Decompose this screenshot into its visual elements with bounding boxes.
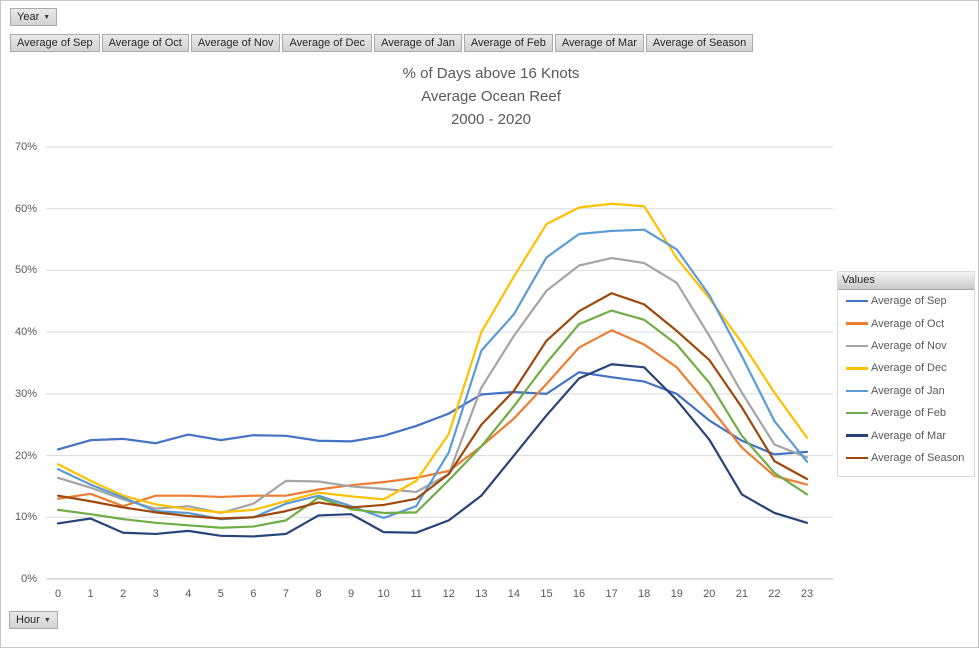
x-tick-11: 11	[410, 588, 422, 600]
legend-label: Average of Oct	[871, 317, 945, 330]
x-tick-1: 1	[87, 588, 94, 600]
y-tick-60%: 60%	[14, 202, 37, 215]
x-tick-10: 10	[377, 588, 390, 600]
legend-line-marker	[846, 367, 868, 370]
legend-label: Average of Season	[871, 451, 965, 464]
legend-item-average-of-mar: Average of Mar	[838, 424, 974, 446]
year-filter-label: Year	[17, 11, 40, 23]
y-tick-30%: 30%	[14, 387, 37, 400]
legend-label: Average of Mar	[871, 429, 947, 442]
legend: Values Average of Sep Average of Oct Avera…	[837, 271, 975, 477]
x-tick-3: 3	[152, 588, 159, 600]
legend-item-average-of-oct: Average of Oct	[838, 312, 974, 334]
series-line-average-of-sep	[56, 371, 809, 456]
x-tick-14: 14	[507, 588, 521, 600]
legend-label: Average of Jan	[871, 384, 945, 397]
x-tick-8: 8	[315, 588, 322, 600]
series-line-average-of-oct	[56, 329, 809, 508]
dropdown-arrow-icon: ▼	[43, 13, 51, 21]
chart-title-line-3: 2000 - 2020	[450, 111, 532, 128]
x-tick-23: 23	[800, 588, 814, 600]
x-tick-20: 20	[703, 588, 716, 600]
legend-line-marker	[846, 299, 868, 303]
chart-title-line-2: Average Ocean Reef	[421, 88, 561, 105]
legend-line-marker	[846, 344, 868, 348]
hour-filter-button[interactable]: Hour ▼	[9, 611, 58, 629]
y-tick-40%: 40%	[14, 326, 37, 339]
x-tick-22: 22	[768, 588, 781, 600]
legend-label: Average of Nov	[871, 339, 947, 352]
field-button-average-of-season[interactable]: Average of Season	[645, 34, 754, 52]
legend-items: Average of Sep Average of Oct Average of N…	[838, 290, 974, 469]
legend-item-average-of-sep: Average of Sep	[838, 290, 974, 312]
chart-title-line-1: % of Days above 16 Knots	[402, 65, 580, 82]
x-tick-2: 2	[120, 588, 127, 600]
x-tick-16: 16	[572, 588, 586, 600]
legend-line-marker	[846, 411, 868, 415]
legend-item-average-of-jan: Average of Jan	[838, 380, 974, 402]
y-tick-10%: 10%	[14, 511, 37, 524]
x-tick-12: 12	[442, 588, 455, 600]
legend-item-average-of-nov: Average of Nov	[838, 335, 974, 357]
field-button-average-of-oct[interactable]: Average of Oct	[101, 34, 189, 52]
series-line-average-of-nov	[56, 256, 809, 515]
series-line-average-of-mar	[56, 363, 809, 538]
y-tick-0%: 0%	[21, 573, 37, 585]
legend-label: Average of Dec	[871, 362, 947, 375]
x-tick-17: 17	[605, 588, 618, 600]
legend-item-average-of-season: Average of Season	[838, 447, 974, 469]
x-tick-21: 21	[735, 588, 748, 600]
y-tick-20%: 20%	[14, 449, 37, 462]
chart-title: % of Days above 16 Knots Average Ocean R…	[151, 62, 831, 131]
x-tick-9: 9	[348, 588, 355, 600]
x-tick-13: 13	[475, 588, 488, 600]
series-line-average-of-dec	[56, 202, 809, 514]
field-button-average-of-dec[interactable]: Average of Dec	[282, 34, 373, 52]
hour-filter-label: Hour	[16, 614, 40, 626]
x-tick-6: 6	[250, 588, 257, 600]
series-line-average-of-season	[56, 292, 809, 520]
field-button-average-of-nov[interactable]: Average of Nov	[190, 34, 281, 52]
series-line-average-of-feb	[56, 309, 809, 529]
series-line-average-of-jan	[56, 228, 809, 521]
x-tick-18: 18	[638, 588, 651, 600]
x-tick-19: 19	[670, 588, 683, 600]
field-button-average-of-sep[interactable]: Average of Sep	[10, 34, 100, 52]
legend-line-marker	[846, 322, 868, 325]
legend-values-button[interactable]: Values	[838, 272, 974, 290]
x-tick-15: 15	[540, 588, 553, 600]
legend-item-average-of-dec: Average of Dec	[838, 357, 974, 379]
field-button-average-of-feb[interactable]: Average of Feb	[463, 34, 553, 52]
legend-label: Average of Sep	[871, 295, 947, 308]
x-tick-4: 4	[185, 588, 192, 600]
year-filter-button[interactable]: Year ▼	[10, 8, 58, 26]
field-button-average-of-jan[interactable]: Average of Jan	[374, 34, 462, 52]
x-tick-5: 5	[217, 588, 224, 600]
field-button-average-of-mar[interactable]: Average of Mar	[554, 34, 644, 52]
legend-line-marker	[846, 434, 868, 437]
legend-line-marker	[846, 456, 868, 460]
x-tick-7: 7	[282, 588, 290, 600]
x-tick-0: 0	[54, 588, 62, 600]
legend-label: Average of Feb	[871, 407, 947, 420]
legend-item-average-of-feb: Average of Feb	[838, 402, 974, 424]
y-tick-70%: 70%	[14, 141, 37, 153]
legend-line-marker	[846, 389, 868, 392]
series-field-buttons: Average of Sep Average of Oct Average of N…	[10, 34, 754, 52]
dropdown-arrow-icon: ▼	[43, 616, 51, 624]
y-tick-50%: 50%	[14, 264, 37, 277]
